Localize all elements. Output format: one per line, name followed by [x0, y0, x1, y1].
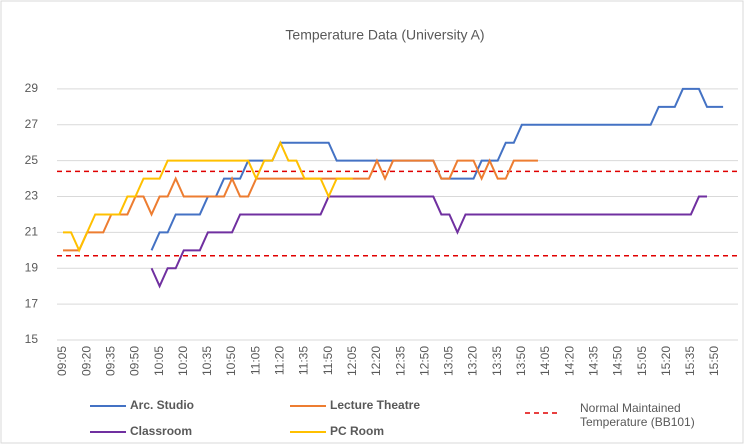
y-tick-label: 21 — [25, 225, 39, 239]
y-tick-label: 19 — [25, 260, 39, 274]
x-tick-label: 09:35 — [103, 346, 117, 376]
series-line — [150, 195, 707, 289]
legend-label: Normal Maintained Temperature (BB101) — [580, 401, 695, 429]
y-tick-label: 27 — [25, 117, 39, 131]
x-tick-label: 10:05 — [152, 346, 166, 376]
x-tick-label: 14:20 — [562, 346, 576, 376]
x-tick-label: 13:20 — [466, 346, 480, 376]
x-tick-label: 09:50 — [128, 346, 142, 376]
x-tick-label: 14:50 — [611, 346, 625, 376]
legend-label: PC Room — [330, 424, 384, 438]
x-tick-label: 15:20 — [659, 346, 673, 376]
legend-label: Lecture Theatre — [330, 398, 420, 412]
x-tick-label: 11:05 — [248, 346, 262, 375]
x-tick-label: 13:05 — [442, 346, 456, 376]
legend-label: Arc. Studio — [130, 398, 194, 412]
x-tick-label: 10:35 — [200, 346, 214, 376]
x-tick-label: 12:05 — [345, 346, 359, 376]
x-tick-label: 11:50 — [321, 346, 335, 375]
x-tick-label: 10:50 — [224, 346, 238, 376]
x-tick-label: 15:35 — [683, 346, 697, 376]
x-tick-label: 13:50 — [514, 346, 528, 376]
x-tick-label: 09:20 — [79, 346, 93, 376]
x-tick-label: 09:05 — [55, 346, 69, 376]
x-tick-label: 15:50 — [707, 346, 721, 376]
x-tick-label: 14:05 — [538, 346, 552, 376]
y-tick-label: 23 — [25, 189, 39, 203]
x-tick-label: 14:35 — [586, 346, 600, 376]
chart-title: Temperature Data (University A) — [285, 27, 484, 43]
x-tick-label: 12:20 — [369, 346, 383, 376]
series-line — [63, 158, 538, 252]
x-tick-label: 13:35 — [490, 346, 504, 376]
x-tick-label: 12:50 — [417, 346, 431, 376]
x-tick-label: 11:35 — [297, 346, 311, 375]
y-tick-label: 25 — [25, 153, 39, 167]
x-tick-label: 12:35 — [393, 346, 407, 376]
x-tick-label: 15:05 — [635, 346, 649, 376]
legend-label: Classroom — [130, 424, 192, 438]
x-tick-label: 10:20 — [176, 346, 190, 376]
series-line — [63, 140, 353, 253]
x-tick-label: 11:20 — [273, 346, 287, 375]
y-tick-label: 15 — [25, 332, 39, 346]
y-tick-label: 29 — [25, 81, 39, 95]
y-tick-label: 17 — [25, 296, 39, 310]
